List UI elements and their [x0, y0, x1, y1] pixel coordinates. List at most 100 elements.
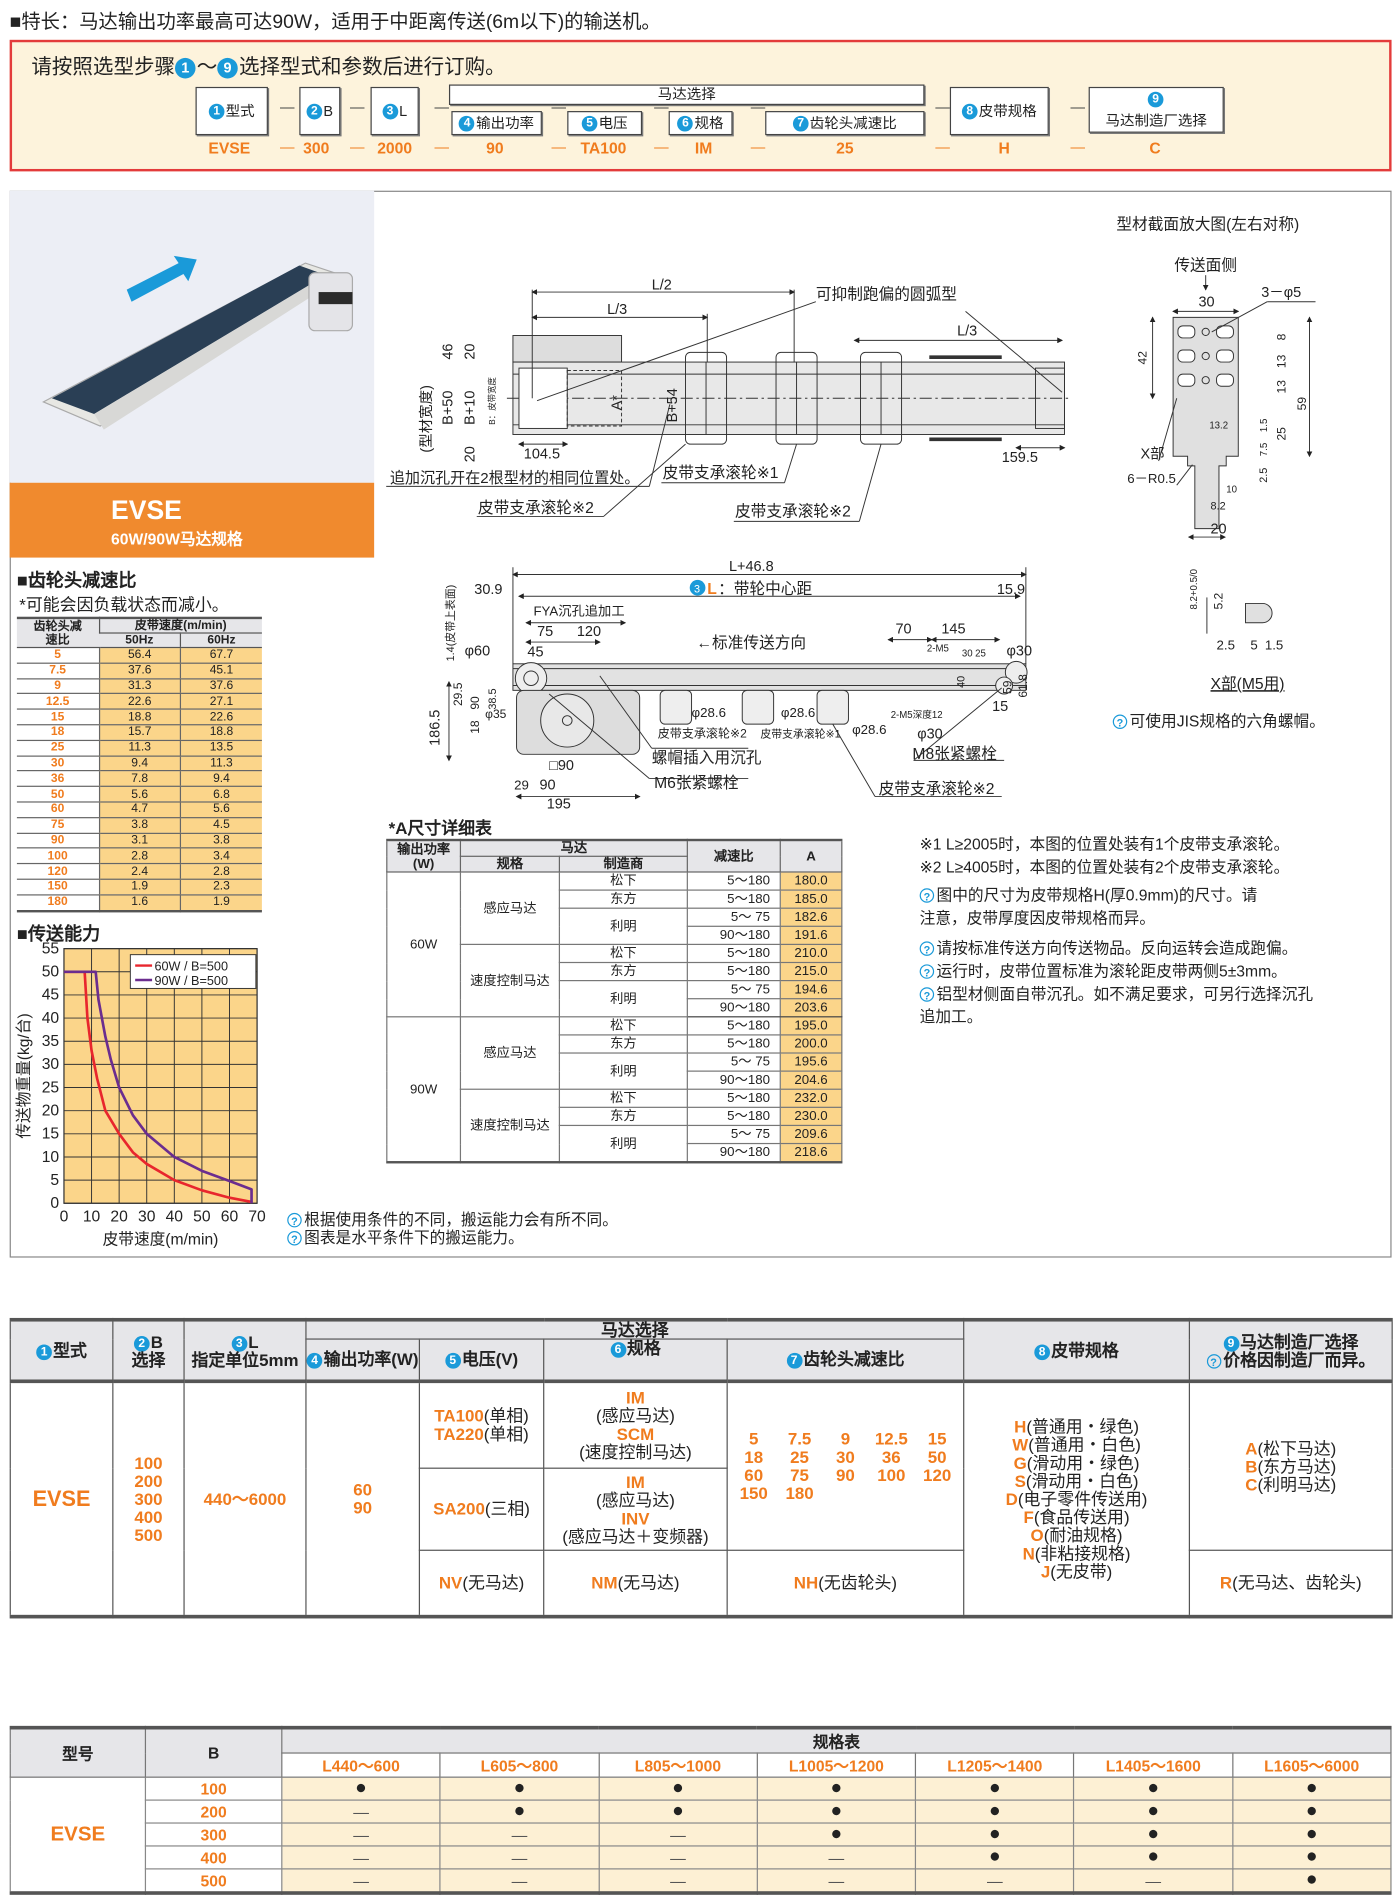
b-value: 300 [144, 1822, 283, 1847]
tip-note: ? 铝型材侧面自带沉孔。如不满足要求，可另行选择沉孔 追加工。 [919, 982, 1385, 1028]
option-desc: (普通用・白色) [1028, 1434, 1141, 1454]
order-value-8: H [998, 138, 1010, 157]
dim-label: 45 [527, 645, 543, 661]
option-desc: (无齿轮头) [818, 1572, 898, 1592]
a-value: 215.0 [779, 961, 843, 982]
ratio-cell: 5～180 [686, 889, 781, 909]
speed-60hz: 45.1 [179, 662, 262, 679]
table-row: 15 18.8 22.6 [16, 709, 262, 726]
speed-60hz: 3.4 [179, 848, 262, 865]
a-value: 203.6 [779, 998, 843, 1018]
x-axis-label: 皮带速度(m/min) [103, 1230, 219, 1248]
x-tick-label: 70 [248, 1208, 266, 1225]
b-value: 200 [134, 1470, 163, 1490]
table-row: 90W 感应马达 松下 5～180 195.0 [386, 1016, 843, 1163]
header-motor-selection: 马达选择 [305, 1319, 965, 1340]
ratio-cell: 5～ 75 [686, 980, 781, 1000]
speed-60hz: 22.6 [179, 709, 262, 726]
length-range-header: L1405～1600 [1073, 1752, 1234, 1778]
table-row: 东方 5～180 215.0 [387, 961, 843, 982]
option-code: G [1013, 1452, 1027, 1472]
table-row: 90～180 204.6 [387, 1070, 843, 1090]
ratio-cell: 5～180 [686, 961, 781, 982]
gear-ratio: 180 [16, 894, 99, 912]
option-desc: (无马达) [462, 1572, 525, 1592]
series-line-1 [63, 970, 252, 1204]
speed-60hz: 13.5 [179, 740, 262, 757]
model-cell: EVSE [9, 1776, 147, 1894]
header-text: 指定单位5mm [191, 1349, 299, 1370]
b-value: 400 [144, 1845, 283, 1870]
gear-ratio: 75 [16, 817, 99, 834]
order-value-4: 90 [486, 138, 504, 157]
power-cell: 60W [386, 871, 462, 1018]
dim-label: 20 [462, 344, 478, 360]
a-value: 218.6 [779, 1142, 843, 1163]
top-view-labels: L/2 L/3 可抑制跑偏的圆弧型 L/3 46 20 (型材宽度) B+50 … [390, 278, 1038, 521]
speed-50hz: 37.6 [98, 662, 181, 679]
product-subtitle: 60W/90W马达规格 [111, 529, 243, 548]
gear-ratio: 36 [881, 1447, 901, 1467]
note-1: ※1 L≥2005时，本图的位置处装有1个皮带支承滚轮。 [919, 835, 1290, 854]
header-ratio: 减速比 [686, 839, 781, 873]
dash-separator: — [935, 98, 950, 116]
y-tick-label: 40 [42, 1010, 60, 1027]
chart-tip: ? 根据使用条件的不同，搬运能力会有所不同。 [287, 1211, 618, 1229]
option-code: W [1012, 1434, 1029, 1454]
dim-label: 1.5 [1265, 637, 1283, 652]
dim-label: φ30 [1007, 643, 1032, 659]
gear-ratio: 12.5 [16, 693, 99, 710]
step-badge: 9 [1223, 1335, 1239, 1352]
callout-label: 可抑制跑偏的圆弧型 [816, 285, 957, 303]
x-tick-label: 50 [193, 1208, 211, 1225]
dash-separator: — [280, 98, 295, 116]
dim-label: 159.5 [1002, 450, 1038, 466]
type-value: EVSE [9, 1380, 114, 1618]
header-power: 4 输出功率(W) [305, 1338, 421, 1384]
callout-label: M6张紧螺栓 [654, 774, 739, 792]
dash-separator: — [280, 138, 295, 156]
table-row: 东方 5～180 230.0 [387, 1106, 843, 1127]
step-badge: 7 [786, 1352, 802, 1369]
speed-60hz: 37.6 [179, 678, 262, 695]
dim-label: 38.5 [487, 689, 499, 710]
option-code: H [1014, 1416, 1027, 1436]
step-label: 规格 [694, 114, 724, 131]
unavailable-mark: — [598, 1845, 758, 1870]
step-label: 马达制造厂选择 [1105, 111, 1207, 129]
ratio-cell: 5～180 [686, 1034, 781, 1054]
option-code: NH [793, 1572, 819, 1592]
table-row: 300— — — ● ● ● ● [10, 1822, 1392, 1847]
step-badge: 3 [382, 103, 398, 119]
step-badge: 1 [175, 57, 196, 79]
speed-60hz: 18.8 [179, 724, 262, 741]
option-code: O [1030, 1524, 1044, 1545]
tip-text: 根据使用条件的不同，搬运能力会有所不同。 [304, 1210, 618, 1229]
x-tick-label: 10 [83, 1208, 101, 1225]
gear-ratio: 150 [16, 879, 99, 896]
legend-label: 90W / B=500 [154, 974, 228, 988]
dim-label: 59 [1295, 397, 1309, 411]
dim-label: 3－φ5 [1261, 285, 1301, 301]
available-mark: ● [1231, 1822, 1392, 1847]
available-mark: ● [1231, 1868, 1392, 1894]
cross-section-labels: 型材截面放大图(左右对称) 传送面侧 30 3－φ5 8 13 13 59 42… [1116, 215, 1308, 693]
power-cell: 90W [386, 1016, 462, 1163]
side-view-labels: L+46.8 3 L ：带轮中心距 30.9 15.9 FYA沉孔追加工 75 … [427, 559, 1032, 813]
order-step-4: 4 输出功率 [451, 111, 542, 136]
table-row: EVSE 100 ● ● ● ● ● ● ● [9, 1776, 1392, 1894]
section-title: 型材截面放大图(左右对称) [1116, 215, 1299, 233]
ratio-cell: 5～ 75 [686, 1052, 781, 1072]
header-gear: 7 齿轮头减速比 [726, 1338, 965, 1384]
dim-label: 7.5 [1259, 443, 1270, 456]
header-text: 输出功率(W) [323, 1349, 419, 1369]
dim-label: 13.2 [1209, 420, 1228, 431]
tip-icon: ? [919, 987, 935, 1002]
order-value-2: 300 [303, 138, 330, 157]
ratio-cell: 5～ 75 [686, 1124, 781, 1145]
option-item: R(无马达、齿轮头) [1190, 1573, 1392, 1592]
y-tick-label: 45 [42, 987, 60, 1004]
speed-50hz: 7.8 [98, 771, 181, 788]
step-badge: 1 [36, 1343, 52, 1360]
